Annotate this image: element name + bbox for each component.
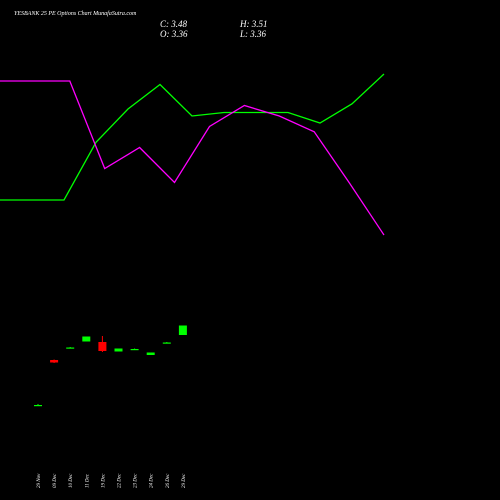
close-label: C: 3.48 [160, 19, 188, 29]
candle [178, 325, 187, 335]
candle [50, 359, 59, 363]
high-label: H: 3.51 [239, 19, 268, 29]
x-tick-label: 19 Dec [101, 473, 106, 488]
candle-body [178, 325, 187, 335]
candle [146, 352, 155, 355]
x-tick-label: 11 Dec [85, 473, 90, 488]
candle [98, 336, 107, 352]
x-axis-ticks: 29 Nov 09 Dec 10 Dec 11 Dec 19 Dec 22 Dec 23 D… [37, 473, 187, 488]
x-tick-label: 24 Dec [150, 473, 155, 488]
open-label: O: 3.36 [160, 29, 188, 39]
x-tick-label: 29 Nov [37, 473, 42, 488]
x-tick-label: 09 Dec [53, 473, 58, 488]
candle-body [82, 336, 91, 342]
x-tick-label: 23 Dec [134, 473, 139, 488]
candle [130, 348, 139, 351]
x-tick-label: 22 Dec [118, 473, 123, 488]
candles [34, 325, 187, 407]
x-tick-label: 10 Dec [69, 473, 74, 488]
low-label: L: 3.36 [239, 29, 267, 39]
chart-title: YESBANK 25 PE Options Chart MunafaSutra.… [14, 10, 137, 17]
overlay-line-1 [0, 73, 385, 201]
candle-body [34, 405, 42, 407]
candle-body [50, 360, 59, 363]
candle-body [130, 349, 139, 351]
candle-body [162, 342, 171, 344]
candle [66, 347, 75, 349]
candle [162, 342, 171, 344]
candle [114, 348, 123, 352]
candle-body [98, 342, 107, 351]
candle [82, 336, 91, 342]
candle [34, 404, 42, 407]
candle-body [146, 352, 155, 355]
overlay-line-2 [0, 80, 385, 236]
x-tick-label: 29 Dec [182, 473, 187, 488]
overlay-lines [0, 73, 385, 236]
candle-body [66, 347, 75, 349]
candle-body [114, 348, 123, 352]
x-tick-label: 26 Dec [166, 473, 171, 488]
